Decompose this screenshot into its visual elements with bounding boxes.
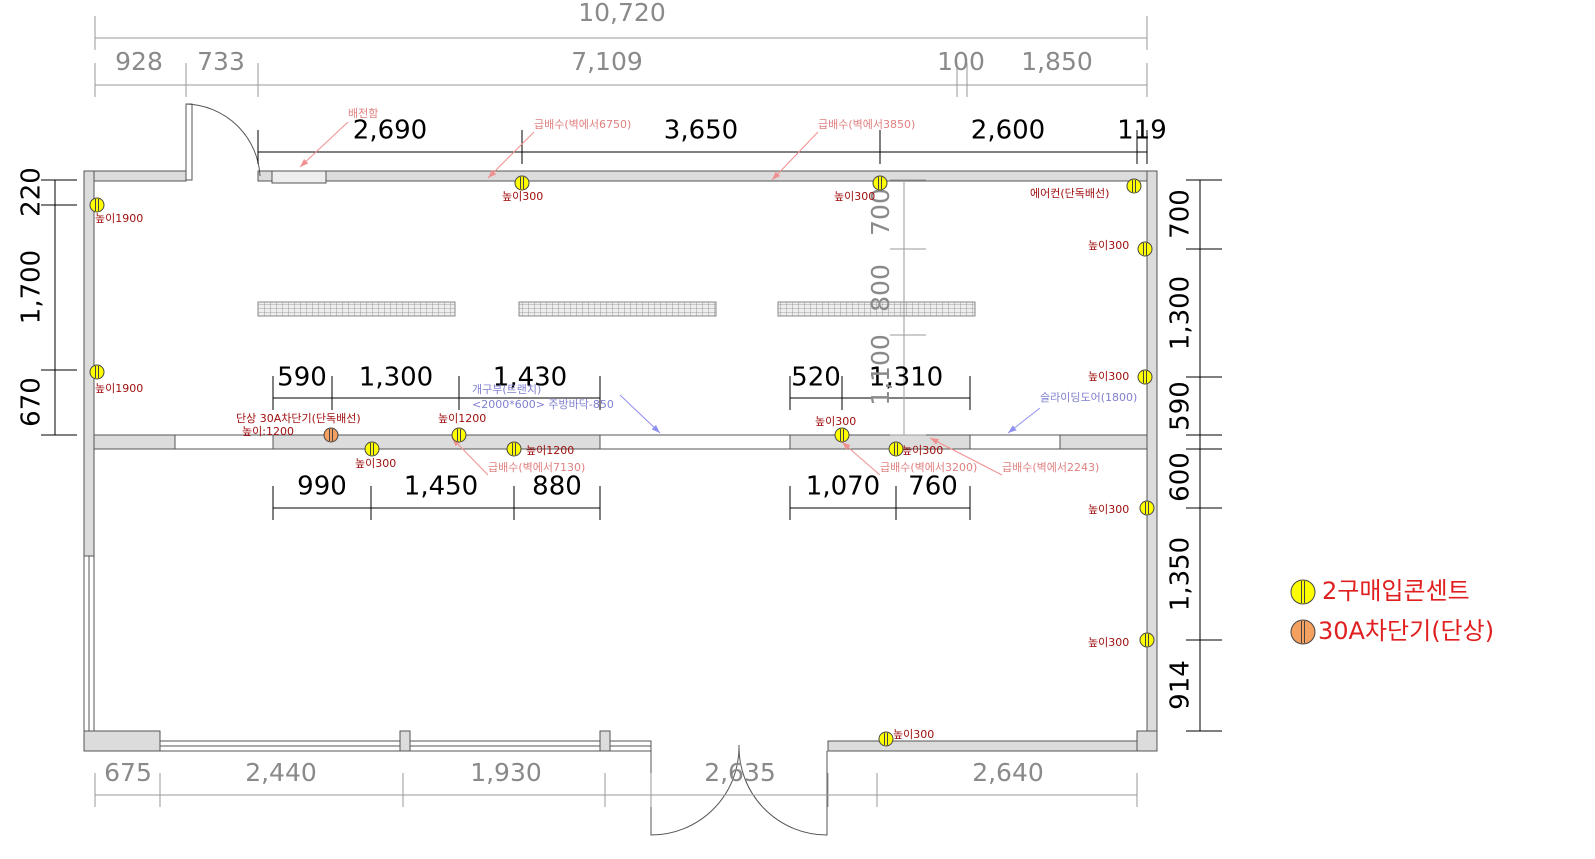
outlet <box>1139 632 1155 648</box>
label: 2구매입콘센트 <box>1322 577 1470 605</box>
outlet <box>1290 619 1316 645</box>
arrow-head <box>842 442 851 450</box>
outlet <box>888 441 904 457</box>
label: 928 <box>115 47 163 76</box>
label: 2,690 <box>353 116 427 146</box>
walls <box>83 103 1158 836</box>
label: 990 <box>297 472 347 502</box>
label: 1,350 <box>1166 537 1196 611</box>
label: 급배수(벽에서2243) <box>1002 461 1099 474</box>
label: 590 <box>277 363 327 393</box>
label: 급배수(벽에서7130) <box>488 461 585 474</box>
label: 220 <box>17 167 47 217</box>
label: 높이1200 <box>438 412 486 425</box>
outlet <box>872 175 888 191</box>
label: 높이:1200 <box>242 425 294 438</box>
label: 2,600 <box>971 116 1045 146</box>
outlet <box>1137 241 1153 257</box>
outlet <box>1139 500 1155 516</box>
label: 1,300 <box>1166 276 1196 350</box>
label: 733 <box>197 47 245 76</box>
label: 에어컨(단독배선) <box>1030 187 1109 200</box>
label: 높이1900 <box>95 382 143 395</box>
label: 2,440 <box>245 758 317 787</box>
arrow-head <box>300 158 309 167</box>
arrow-head <box>488 169 497 178</box>
label: 높이300 <box>902 444 943 457</box>
label: 1,300 <box>359 363 433 393</box>
label: 2,635 <box>704 758 776 787</box>
arrow-head <box>930 438 939 445</box>
outlet <box>1126 178 1142 194</box>
label: 7,109 <box>571 47 643 76</box>
label: 670 <box>17 377 47 427</box>
label: 높이300 <box>834 190 875 203</box>
label: 급배수(벽에서3850) <box>818 118 915 131</box>
label: 급배수(벽에서3200) <box>880 461 977 474</box>
label: 1,930 <box>470 758 542 787</box>
label: 높이300 <box>815 415 856 428</box>
outlet <box>514 175 530 191</box>
label: 1,100 <box>866 334 895 406</box>
label: 급배수(벽에서6750) <box>534 118 631 131</box>
label: 높이300 <box>1088 503 1129 516</box>
outlet <box>506 441 522 457</box>
outlet <box>1137 369 1153 385</box>
label: 높이300 <box>1088 636 1129 649</box>
label: 3,650 <box>664 116 738 146</box>
label: 개구부(트랜치) <box>472 383 541 396</box>
outlet <box>89 364 105 380</box>
label: 30A차단기(단상) <box>1318 617 1494 645</box>
outlet <box>834 427 850 443</box>
outlet <box>364 441 380 457</box>
label: 높이300 <box>502 190 543 203</box>
arrow-head <box>651 424 660 433</box>
arrow-head <box>772 171 781 180</box>
label: 배전함 <box>348 107 378 120</box>
label: 슬라이딩도어(1800) <box>1040 391 1137 404</box>
outlet <box>89 197 105 213</box>
label: 1,700 <box>17 250 47 324</box>
label: 높이1200 <box>526 444 574 457</box>
label: 높이300 <box>893 728 934 741</box>
label: 760 <box>908 472 958 502</box>
outlet <box>1290 579 1316 605</box>
label: 높이300 <box>1088 239 1129 252</box>
label: 1,070 <box>806 472 880 502</box>
label: 1,850 <box>1021 47 1093 76</box>
leader <box>619 394 661 434</box>
label: 119 <box>1117 116 1167 146</box>
label: 914 <box>1166 660 1196 710</box>
label: 2,640 <box>972 758 1044 787</box>
label: 700 <box>866 188 895 236</box>
label: <2000*600> 주방바닥-850 <box>472 398 614 411</box>
label: 600 <box>1166 452 1196 502</box>
label: 10,720 <box>578 0 665 27</box>
label: 높이300 <box>355 457 396 470</box>
label: 1,450 <box>404 472 478 502</box>
label: 1,430 <box>493 363 567 393</box>
label: 높이1900 <box>95 212 143 225</box>
outlet <box>323 427 339 443</box>
outlet <box>878 731 894 747</box>
label: 단상 30A차단기(단독배선) <box>236 412 361 425</box>
leader <box>929 437 1003 476</box>
label: 높이300 <box>1088 370 1129 383</box>
arrow-head <box>1008 425 1017 433</box>
label: 675 <box>104 758 152 787</box>
outlet <box>451 427 467 443</box>
leader <box>299 121 349 168</box>
label: 590 <box>1166 381 1196 431</box>
label: 700 <box>1166 189 1196 239</box>
label: 800 <box>866 264 895 312</box>
label: 1,310 <box>869 363 943 393</box>
label: 100 <box>937 47 985 76</box>
label: 880 <box>532 472 582 502</box>
leader <box>451 437 489 476</box>
label: 520 <box>791 363 841 393</box>
leader <box>487 131 535 179</box>
leader <box>771 131 819 181</box>
